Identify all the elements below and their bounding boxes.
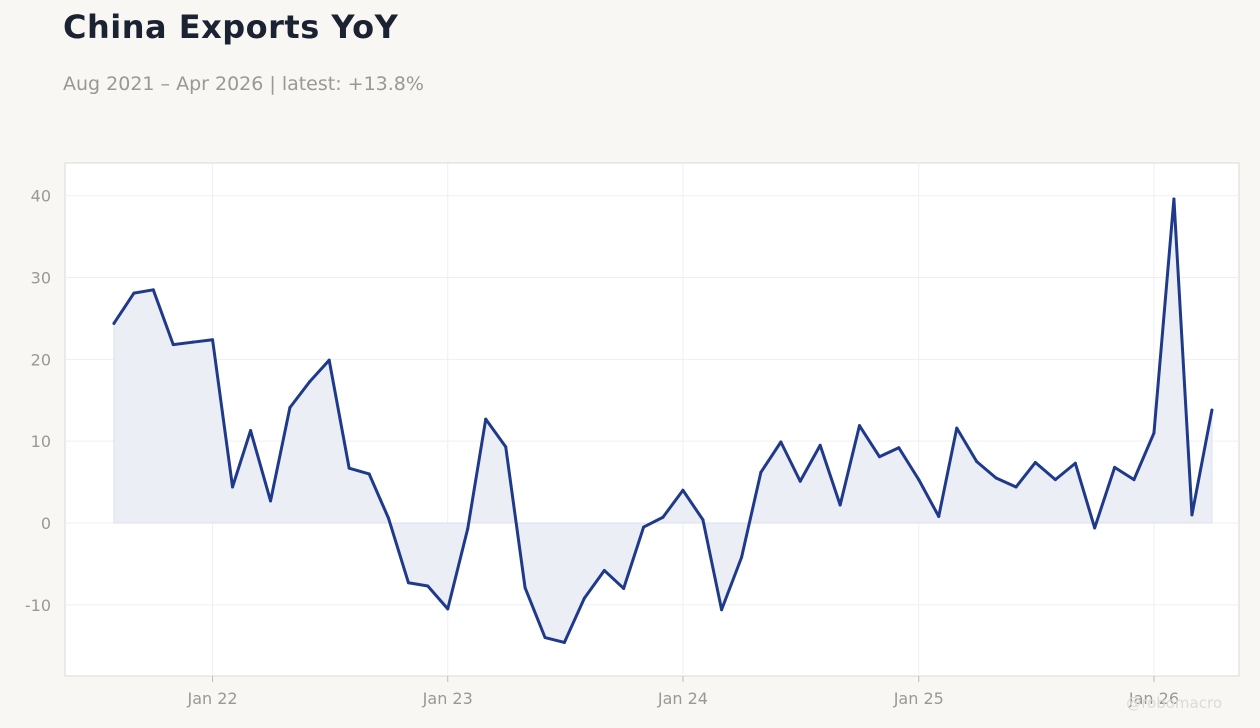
- data-point: [1033, 460, 1037, 464]
- plot-area: [64, 162, 1240, 677]
- data-point: [171, 343, 175, 347]
- page-subtitle: Aug 2021 – Apr 2026 | latest: +13.8%: [63, 73, 424, 95]
- y-tick-label: 30: [31, 269, 51, 288]
- x-tick-label: Jan 22: [187, 689, 238, 708]
- data-point: [308, 379, 312, 383]
- data-point: [1053, 478, 1057, 482]
- data-point: [211, 338, 215, 342]
- data-point: [484, 417, 488, 421]
- data-point: [1073, 461, 1077, 465]
- data-point: [582, 596, 586, 600]
- x-tick-label: Jan 25: [893, 689, 944, 708]
- data-point: [426, 584, 430, 588]
- data-point: [602, 568, 606, 572]
- data-point: [347, 466, 351, 470]
- data-point: [1172, 197, 1176, 201]
- data-point: [367, 472, 371, 476]
- data-point: [132, 291, 136, 295]
- page-title: China Exports YoY: [63, 8, 399, 46]
- data-point: [838, 503, 842, 507]
- data-point: [231, 485, 235, 489]
- data-point: [818, 443, 822, 447]
- data-point: [112, 321, 116, 325]
- data-point: [759, 470, 763, 474]
- data-point: [191, 340, 195, 344]
- x-tick-label: Jan 23: [422, 689, 473, 708]
- data-point: [661, 515, 665, 519]
- data-point: [994, 476, 998, 480]
- data-point: [543, 636, 547, 640]
- data-point: [386, 516, 390, 520]
- data-point: [937, 514, 941, 518]
- watermark: @robomacro: [1126, 694, 1222, 712]
- data-point: [1210, 408, 1214, 412]
- data-point: [1152, 431, 1156, 435]
- data-point: [779, 440, 783, 444]
- data-point: [701, 518, 705, 522]
- data-point: [1132, 478, 1136, 482]
- data-point: [1190, 513, 1194, 517]
- data-point: [1093, 526, 1097, 530]
- data-point: [504, 445, 508, 449]
- data-point: [523, 586, 527, 590]
- y-tick-label: 20: [31, 350, 51, 369]
- data-point: [897, 446, 901, 450]
- data-point: [622, 586, 626, 590]
- data-point: [955, 426, 959, 430]
- data-point: [798, 479, 802, 483]
- y-tick-label: 0: [41, 514, 51, 533]
- y-tick-label: 10: [31, 432, 51, 451]
- data-point: [681, 488, 685, 492]
- data-point: [877, 455, 881, 459]
- data-point: [720, 608, 724, 612]
- data-point: [642, 525, 646, 529]
- data-point: [917, 478, 921, 482]
- data-point: [1014, 485, 1018, 489]
- data-point: [446, 607, 450, 611]
- y-tick-label: 40: [31, 187, 51, 206]
- x-tick-label: Jan 26: [1128, 689, 1179, 708]
- data-point: [288, 406, 292, 410]
- data-point: [151, 288, 155, 292]
- data-point: [327, 358, 331, 362]
- x-tick-label: Jan 24: [657, 689, 708, 708]
- y-tick-label: -10: [25, 596, 51, 615]
- data-point: [740, 555, 744, 559]
- data-point: [562, 640, 566, 644]
- data-point: [975, 460, 979, 464]
- data-point: [249, 429, 253, 433]
- data-point: [406, 581, 410, 585]
- data-point: [1113, 465, 1117, 469]
- data-point: [269, 499, 273, 503]
- data-point: [857, 424, 861, 428]
- data-point: [466, 527, 470, 531]
